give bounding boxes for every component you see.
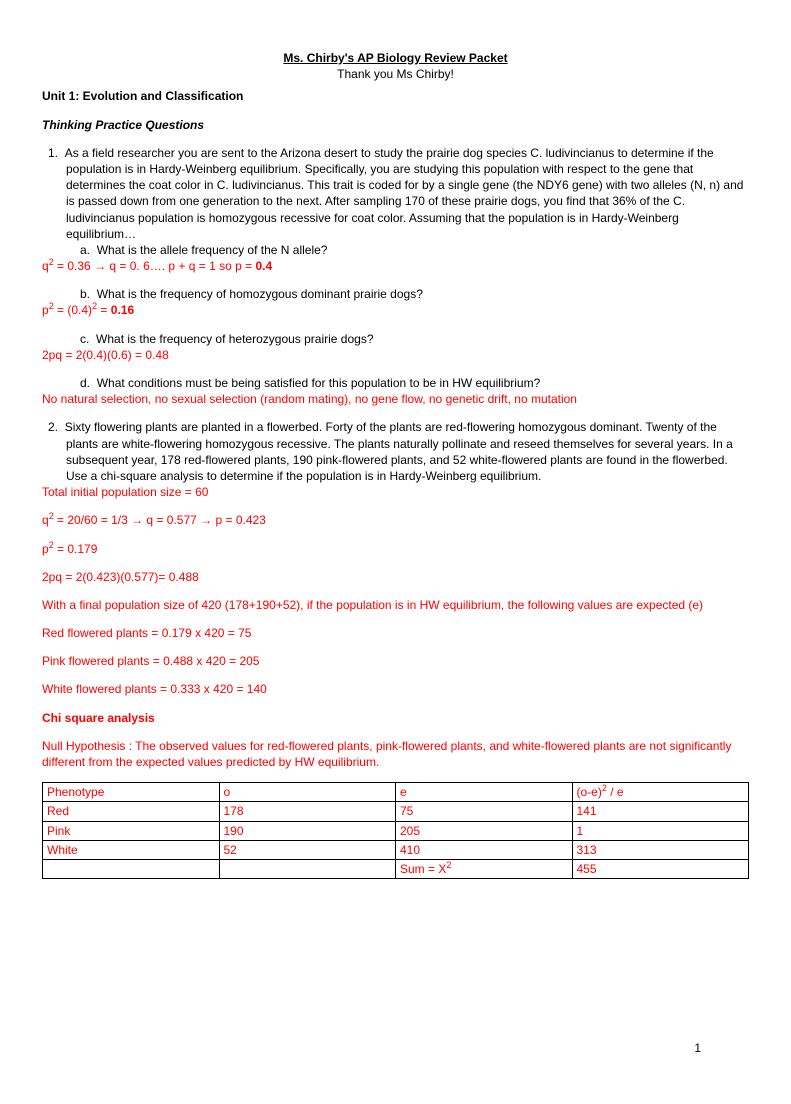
cell: Red (43, 802, 220, 821)
q2-line1: Total initial population size = 60 (42, 484, 749, 500)
ans-bold: 0.16 (111, 303, 134, 317)
q1: 1. As a field researcher you are sent to… (42, 145, 749, 242)
q1-num: 1. (48, 146, 58, 160)
ans-text: p (42, 542, 49, 556)
cell: 205 (396, 821, 573, 840)
ans-text: q (42, 513, 49, 527)
ans-text: q (42, 259, 49, 273)
th-phenotype: Phenotype (43, 783, 220, 802)
ans-text: = 0.179 (54, 542, 98, 556)
q1c: c. What is the frequency of heterozygous… (42, 331, 749, 347)
q1b-text: What is the frequency of homozygous domi… (97, 287, 423, 301)
unit-heading: Unit 1: Evolution and Classification (42, 88, 749, 104)
q2: 2. Sixty flowering plants are planted in… (42, 419, 749, 484)
q2-line8: White flowered plants = 0.333 x 420 = 14… (42, 681, 749, 697)
cell-text: / e (607, 785, 624, 799)
q1b-answer: p2 = (0.4)2 = 0.16 (42, 302, 749, 318)
sup: 2 (446, 860, 451, 870)
section-heading: Thinking Practice Questions (42, 117, 749, 133)
q1c-label: c. (80, 332, 89, 346)
cell-text: (o-e) (577, 785, 602, 799)
q2-line4: 2pq = 2(0.423)(0.577)= 0.488 (42, 569, 749, 585)
q2-line5: With a final population size of 420 (178… (42, 597, 749, 613)
q1b-label: b. (80, 287, 90, 301)
ans-text: = (97, 303, 111, 317)
q2-line6: Red flowered plants = 0.179 x 420 = 75 (42, 625, 749, 641)
cell (43, 859, 220, 878)
ans-text: p (42, 303, 49, 317)
q1c-answer: 2pq = 2(0.4)(0.6) = 0.48 (42, 347, 749, 363)
q2-num: 2. (48, 420, 58, 434)
cell: 75 (396, 802, 573, 821)
q1d-answer: No natural selection, no sexual selectio… (42, 391, 749, 407)
q2-line2: q2 = 20/60 = 1/3 → q = 0.577 → p = 0.423 (42, 512, 749, 528)
cell (219, 859, 396, 878)
doc-subtitle: Thank you Ms Chirby! (42, 66, 749, 82)
q2-line3: p2 = 0.179 (42, 541, 749, 557)
null-hypothesis: Null Hypothesis : The observed values fo… (42, 738, 749, 770)
cell: 178 (219, 802, 396, 821)
ans-text: = (0.4) (54, 303, 92, 317)
table-row: Red 178 75 141 (43, 802, 749, 821)
cell: White (43, 840, 220, 859)
doc-title: Ms. Chirby's AP Biology Review Packet (42, 50, 749, 66)
cell: 52 (219, 840, 396, 859)
cell: 141 (572, 802, 749, 821)
cell-text: Sum = X (400, 862, 446, 876)
table-row: Sum = X2 455 (43, 859, 749, 878)
table-row: Phenotype o e (o-e)2 / e (43, 783, 749, 802)
ans-text: = 0.36 → q = 0. 6…. p + q = 1 so p = (54, 259, 256, 273)
table-row: White 52 410 313 (43, 840, 749, 859)
q1a-answer: q2 = 0.36 → q = 0. 6…. p + q = 1 so p = … (42, 258, 749, 274)
q2-text: Sixty flowering plants are planted in a … (65, 420, 733, 483)
cell: Pink (43, 821, 220, 840)
q1d-text: What conditions must be being satisfied … (97, 376, 541, 390)
cell: 313 (572, 840, 749, 859)
q1a-text: What is the allele frequency of the N al… (97, 243, 328, 257)
q1a: a. What is the allele frequency of the N… (42, 242, 749, 258)
ans-text: = 20/60 = 1/3 → q = 0.577 → p = 0.423 (54, 513, 266, 527)
cell: 410 (396, 840, 573, 859)
chi-table: Phenotype o e (o-e)2 / e Red 178 75 141 … (42, 782, 749, 879)
q1d: d. What conditions must be being satisfi… (42, 375, 749, 391)
q2-line7: Pink flowered plants = 0.488 x 420 = 205 (42, 653, 749, 669)
cell: 1 (572, 821, 749, 840)
q1b: b. What is the frequency of homozygous d… (42, 286, 749, 302)
ans-bold: 0.4 (256, 259, 273, 273)
th-o: o (219, 783, 396, 802)
cell: 455 (572, 859, 749, 878)
page-number: 1 (694, 1040, 701, 1056)
q1d-label: d. (80, 376, 90, 390)
cell: Sum = X2 (396, 859, 573, 878)
chi-heading: Chi square analysis (42, 710, 749, 726)
th-formula: (o-e)2 / e (572, 783, 749, 802)
cell: 190 (219, 821, 396, 840)
table-row: Pink 190 205 1 (43, 821, 749, 840)
th-e: e (396, 783, 573, 802)
q1a-label: a. (80, 243, 90, 257)
q1c-text: What is the frequency of heterozygous pr… (96, 332, 374, 346)
q1-text: As a field researcher you are sent to th… (65, 146, 744, 241)
